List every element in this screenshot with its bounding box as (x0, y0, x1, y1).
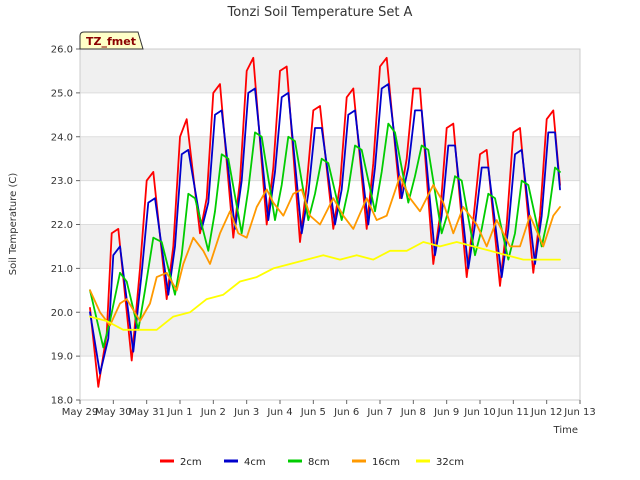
site-badge-label: TZ_fmet (86, 35, 136, 48)
x-tick-label: Jun 4 (266, 407, 292, 418)
y-tick-label: 21.0 (51, 264, 73, 275)
y-tick-label: 24.0 (51, 132, 73, 143)
x-tick-label: Jun 5 (300, 407, 326, 418)
y-tick-label: 19.0 (51, 352, 73, 363)
x-axis-label: Time (553, 425, 578, 436)
plot-band (80, 312, 580, 357)
legend-label: 8cm (308, 457, 330, 468)
site-badge: TZ_fmet (79, 31, 144, 50)
series-lines (89, 56, 561, 388)
site-badge-box (79, 31, 144, 50)
x-tick-label: May 31 (128, 407, 165, 418)
legend-label: 16cm (372, 457, 400, 468)
legend-item-2cm: 2cm (160, 457, 202, 468)
x-tick-label: Jun 9 (433, 407, 459, 418)
x-tick-label: Jun 12 (530, 407, 563, 418)
series-line-4cm (89, 83, 561, 375)
plot-band (80, 49, 580, 93)
x-tick-label: Jun 8 (400, 407, 426, 418)
x-tick-label: Jun 10 (463, 407, 496, 418)
chart-title: Tonzi Soil Temperature Set A (227, 5, 413, 20)
legend-item-32cm: 32cm (416, 457, 464, 468)
x-tick-label: Jun 7 (366, 407, 392, 418)
x-tick-label: Jun 2 (200, 407, 226, 418)
y-tick-label: 20.0 (51, 308, 73, 319)
legend-label: 4cm (244, 457, 266, 468)
x-tick-label: Jun 11 (497, 407, 530, 418)
series-line-32cm (89, 241, 561, 331)
legend-item-4cm: 4cm (224, 457, 266, 468)
legend-item-8cm: 8cm (288, 457, 330, 468)
x-tick-label: Jun 1 (166, 407, 192, 418)
series-line-8cm (89, 122, 561, 349)
legend-item-16cm: 16cm (352, 457, 400, 468)
x-tick-label: Jun 13 (563, 407, 596, 418)
x-tick-label: May 30 (95, 407, 132, 418)
y-tick-label: 23.0 (51, 176, 73, 187)
y-axis-label: Soil Temperature (C) (8, 173, 19, 276)
x-tick-label: Jun 3 (233, 407, 259, 418)
y-axis-ticks: 18.0 19.0 20.0 21.0 22.0 23.0 24.0 25.0 26.0 (51, 45, 80, 407)
legend-label: 32cm (436, 457, 464, 468)
y-tick-label: 18.0 (51, 396, 73, 407)
x-tick-label: Jun 6 (333, 407, 359, 418)
legend: 2cm 4cm 8cm 16cm 32cm (160, 457, 464, 468)
y-tick-label: 25.0 (51, 88, 73, 99)
series-line-16cm (89, 175, 561, 327)
y-tick-label: 22.0 (51, 220, 73, 231)
legend-label: 2cm (180, 457, 202, 468)
x-tick-label: May 29 (62, 407, 99, 418)
y-tick-label: 26.0 (51, 45, 73, 56)
